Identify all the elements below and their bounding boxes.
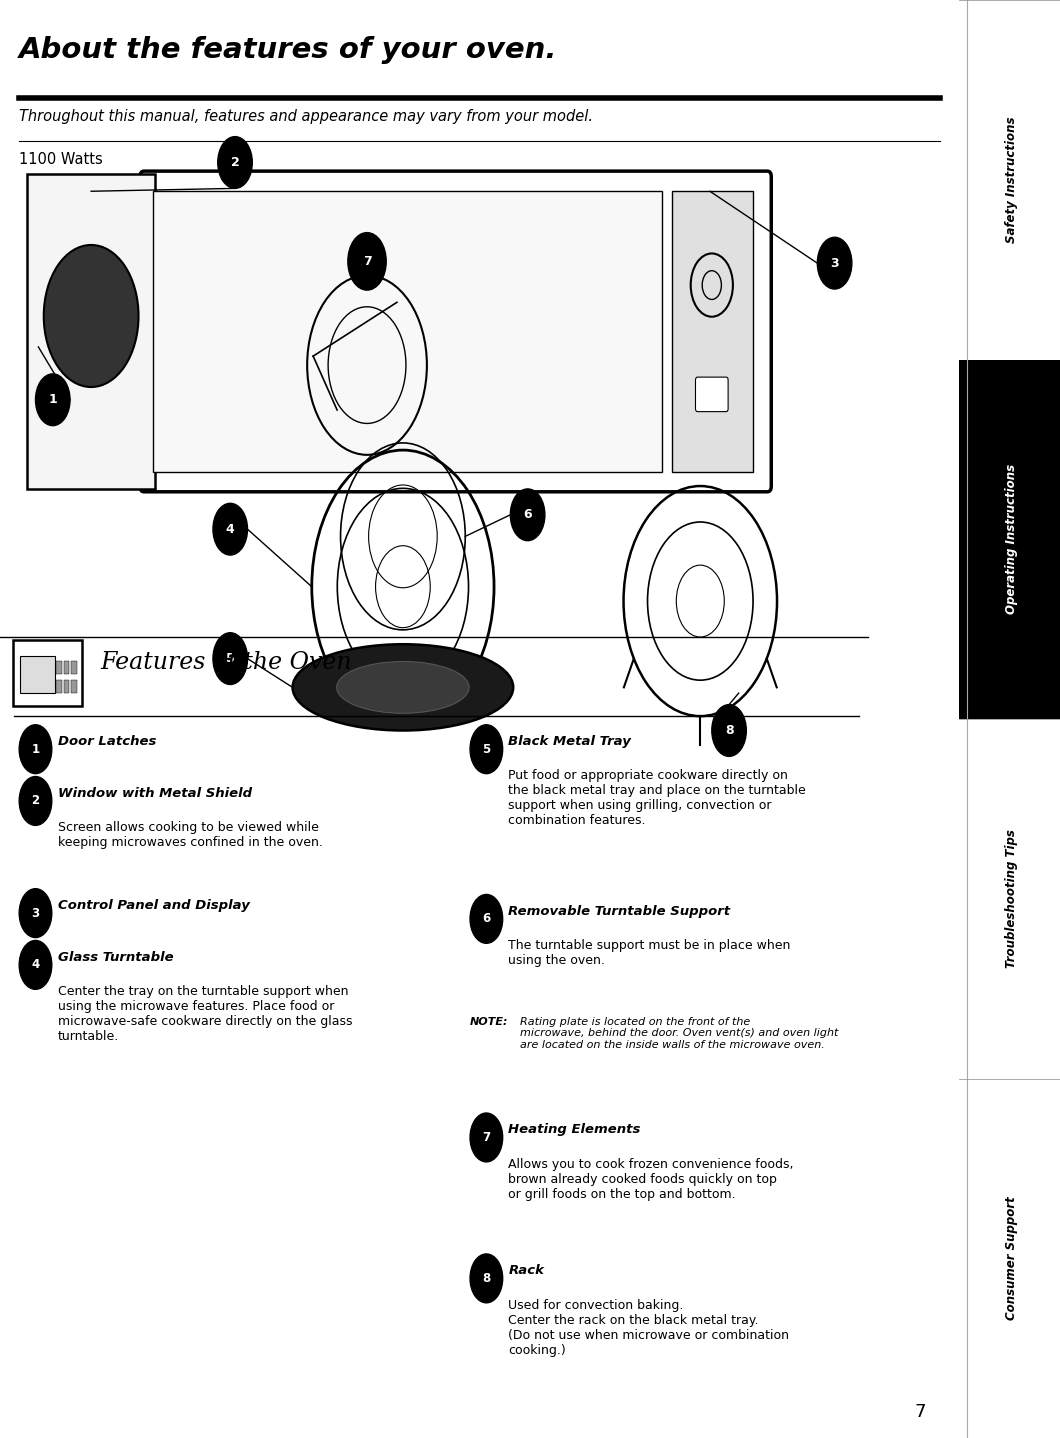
Circle shape (213, 633, 247, 684)
Text: 7: 7 (482, 1130, 491, 1145)
Text: Rack: Rack (509, 1264, 545, 1277)
FancyBboxPatch shape (695, 377, 728, 411)
Circle shape (470, 1113, 502, 1162)
Text: Screen allows cooking to be viewed while
keeping microwaves confined in the oven: Screen allows cooking to be viewed while… (57, 821, 322, 848)
FancyBboxPatch shape (20, 656, 55, 693)
Text: 2: 2 (231, 155, 240, 170)
Text: 4: 4 (226, 522, 234, 536)
Text: 3: 3 (32, 906, 39, 920)
Text: Put food or appropriate cookware directly on
the black metal tray and place on t: Put food or appropriate cookware directl… (509, 769, 807, 827)
FancyBboxPatch shape (959, 360, 1060, 719)
FancyBboxPatch shape (64, 680, 70, 693)
Ellipse shape (337, 661, 470, 713)
Circle shape (470, 725, 502, 774)
Circle shape (43, 244, 139, 387)
Circle shape (712, 705, 746, 756)
Circle shape (217, 137, 252, 188)
Text: Black Metal Tray: Black Metal Tray (509, 735, 632, 748)
FancyBboxPatch shape (14, 640, 83, 706)
Text: 5: 5 (226, 651, 234, 666)
Text: 8: 8 (725, 723, 734, 738)
Text: Removable Turntable Support: Removable Turntable Support (509, 905, 730, 917)
Text: 7: 7 (914, 1402, 925, 1421)
Circle shape (348, 233, 386, 290)
FancyBboxPatch shape (26, 174, 156, 489)
Text: 5: 5 (482, 742, 491, 756)
Text: Safety Instructions: Safety Instructions (1005, 116, 1019, 243)
Text: 1: 1 (49, 393, 57, 407)
FancyBboxPatch shape (672, 191, 753, 472)
Ellipse shape (293, 644, 513, 731)
Text: Troubleshooting Tips: Troubleshooting Tips (1005, 830, 1019, 968)
Text: 6: 6 (524, 508, 532, 522)
Circle shape (19, 940, 52, 989)
Text: 8: 8 (482, 1271, 491, 1286)
FancyBboxPatch shape (56, 680, 61, 693)
Text: Throughout this manual, features and appearance may vary from your model.: Throughout this manual, features and app… (19, 109, 594, 124)
Circle shape (35, 374, 70, 426)
Text: Allows you to cook frozen convenience foods,
brown already cooked foods quickly : Allows you to cook frozen convenience fo… (509, 1158, 794, 1201)
Text: 1: 1 (32, 742, 39, 756)
Text: 4: 4 (32, 958, 39, 972)
Text: About the features of your oven.: About the features of your oven. (19, 36, 558, 63)
Text: 6: 6 (482, 912, 491, 926)
Text: 1100 Watts: 1100 Watts (19, 152, 103, 167)
Text: NOTE:: NOTE: (470, 1017, 509, 1027)
Text: The turntable support must be in place when
using the oven.: The turntable support must be in place w… (509, 939, 791, 966)
FancyBboxPatch shape (140, 171, 772, 492)
Text: Window with Metal Shield: Window with Metal Shield (57, 787, 251, 800)
Circle shape (470, 1254, 502, 1303)
Circle shape (19, 889, 52, 938)
Text: 7: 7 (363, 255, 371, 267)
FancyBboxPatch shape (71, 680, 77, 693)
FancyBboxPatch shape (154, 191, 661, 472)
Text: Center the tray on the turntable support when
using the microwave features. Plac: Center the tray on the turntable support… (57, 985, 352, 1043)
Text: Used for convection baking.
Center the rack on the black metal tray.
(Do not use: Used for convection baking. Center the r… (509, 1299, 790, 1356)
Text: Glass Turntable: Glass Turntable (57, 951, 173, 963)
Text: 3: 3 (830, 256, 838, 270)
Text: Door Latches: Door Latches (57, 735, 156, 748)
Circle shape (510, 489, 545, 541)
FancyBboxPatch shape (64, 661, 70, 674)
Text: Operating Instructions: Operating Instructions (1005, 464, 1019, 614)
Text: Control Panel and Display: Control Panel and Display (57, 899, 249, 912)
Circle shape (213, 503, 247, 555)
Text: Heating Elements: Heating Elements (509, 1123, 641, 1136)
FancyBboxPatch shape (56, 661, 61, 674)
Text: Features of the Oven: Features of the Oven (101, 651, 352, 674)
FancyBboxPatch shape (71, 661, 77, 674)
Text: Consumer Support: Consumer Support (1005, 1196, 1019, 1320)
Text: Rating plate is located on the front of the
microwave, behind the door. Oven ven: Rating plate is located on the front of … (520, 1017, 838, 1050)
Circle shape (817, 237, 852, 289)
Circle shape (19, 777, 52, 825)
Text: 2: 2 (32, 794, 39, 808)
Circle shape (470, 894, 502, 943)
Circle shape (19, 725, 52, 774)
